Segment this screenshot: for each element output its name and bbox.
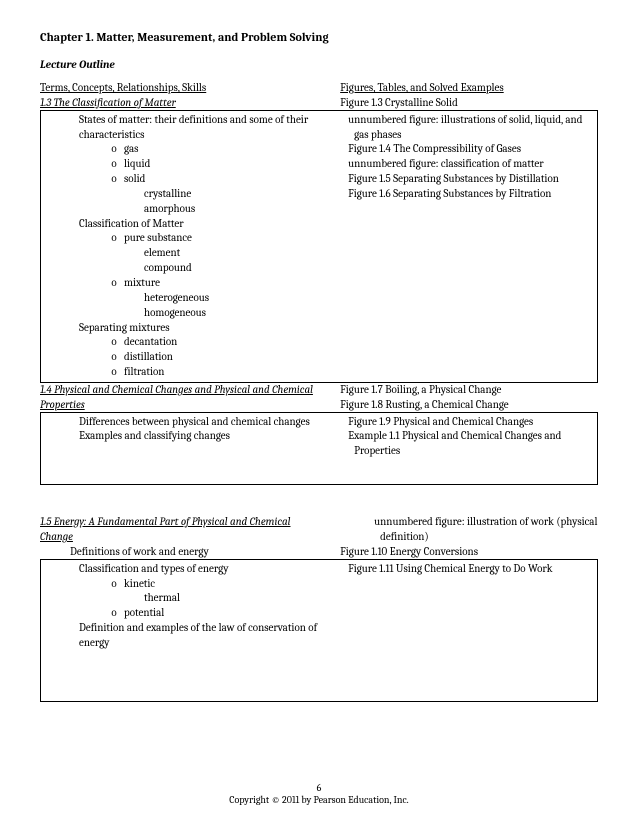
figure-ref: unnumbered figure: illustrations of soli… <box>338 113 589 143</box>
sec15-row1: Definitions of work and energy Figure 1.… <box>40 545 598 560</box>
list-item: osolid <box>49 172 322 187</box>
sec14-title-right-b: Figure 1.8 Rusting, a Chemical Change <box>340 398 598 413</box>
lecture-outline-subtitle: Lecture Outline <box>40 58 598 71</box>
list-item: odistillation <box>49 350 322 365</box>
sec13-title-left: 1.3 The Classification of Matter <box>40 96 176 109</box>
body-text: Classification and types of energy <box>49 562 322 577</box>
list-item: ofiltration <box>49 365 322 380</box>
sec15-title-right: unnumbered figure: illustration of work … <box>340 515 598 545</box>
copyright-text: Copyright © 2011 by Pearson Education, I… <box>0 794 638 806</box>
list-item: ogas <box>49 142 322 157</box>
body-text: Examples and classifying changes <box>49 429 322 444</box>
sub-item: element <box>49 246 322 261</box>
list-item: odecantation <box>49 335 322 350</box>
chapter-title: Chapter 1. Matter, Measurement, and Prob… <box>40 30 598 44</box>
sub-item: thermal <box>49 591 322 606</box>
sub-item: homogeneous <box>49 306 322 321</box>
sub-item: amorphous <box>49 202 322 217</box>
class-head: Classification of Matter <box>49 217 322 232</box>
list-item: okinetic <box>49 577 322 592</box>
states-intro: States of matter: their definitions and … <box>49 113 322 143</box>
page-footer: 6 Copyright © 2011 by Pearson Education,… <box>0 782 638 806</box>
figure-ref: Example 1.1 Physical and Chemical Change… <box>338 429 589 459</box>
sec14-title-left: 1.4 Physical and Chemical Changes and Ph… <box>40 383 313 411</box>
figure-ref: Figure 1.9 Physical and Chemical Changes <box>338 415 589 430</box>
left-col-header: Terms, Concepts, Relationships, Skills <box>40 81 206 94</box>
figure-ref: Figure 1.4 The Compressibility of Gases <box>338 142 589 157</box>
sec15-box: Classification and types of energy okine… <box>40 559 598 702</box>
sec14-title-right-a: Figure 1.7 Boiling, a Physical Change <box>340 383 598 398</box>
sec15-title-left: 1.5 Energy: A Fundamental Part of Physic… <box>40 515 290 543</box>
sub-item: crystalline <box>49 187 322 202</box>
sub-item: compound <box>49 261 322 276</box>
sep-head: Separating mixtures <box>49 321 322 336</box>
list-item: opure substance <box>49 231 322 246</box>
body-text: Definition and examples of the law of co… <box>49 621 322 651</box>
list-item: oliquid <box>49 157 322 172</box>
body-text: Differences between physical and chemica… <box>49 415 322 430</box>
sub-item: heterogeneous <box>49 291 322 306</box>
figure-ref: Figure 1.6 Separating Substances by Filt… <box>338 187 589 202</box>
figure-ref: Figure 1.10 Energy Conversions <box>340 545 598 560</box>
page-number: 6 <box>0 782 638 794</box>
sec13-heading: 1.3 The Classification of Matter Figure … <box>40 96 598 111</box>
figure-ref: unnumbered figure: classification of mat… <box>338 157 589 172</box>
figure-ref: Figure 1.5 Separating Substances by Dist… <box>338 172 589 187</box>
sec13-box: States of matter: their definitions and … <box>40 110 598 383</box>
sec14-box: Differences between physical and chemica… <box>40 412 598 486</box>
figure-ref: Figure 1.11 Using Chemical Energy to Do … <box>338 562 589 577</box>
sec13-title-right: Figure 1.3 Crystalline Solid <box>340 96 458 109</box>
list-item: omixture <box>49 276 322 291</box>
sec15-heading: 1.5 Energy: A Fundamental Part of Physic… <box>40 515 598 545</box>
list-item: opotential <box>49 606 322 621</box>
right-col-header: Figures, Tables, and Solved Examples <box>340 81 504 94</box>
column-headers: Terms, Concepts, Relationships, Skills F… <box>40 81 598 96</box>
sec14-heading: 1.4 Physical and Chemical Changes and Ph… <box>40 383 598 413</box>
body-text: Definitions of work and energy <box>40 545 320 560</box>
